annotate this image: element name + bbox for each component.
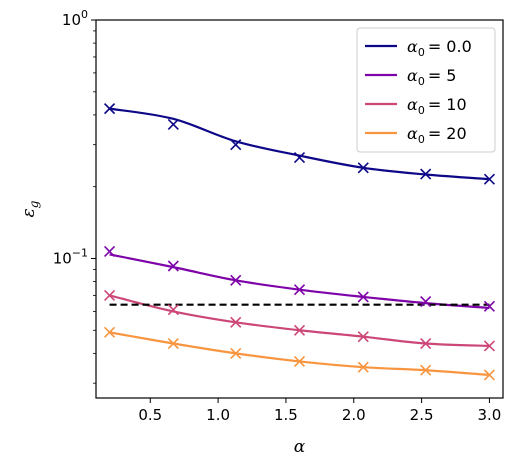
series-2-marker [420,337,432,350]
legend-symbol: α [407,66,418,85]
series-3-marker [104,326,116,338]
series-3-marker [293,355,306,368]
series-3-marker [230,347,242,359]
series-2-marker [167,304,179,316]
legend-box [356,27,496,153]
series-0-marker [104,103,116,115]
y-tick-exponent: 0 [81,8,88,21]
y-tick-label: 10−1 [53,246,88,267]
series-3-marker [167,337,179,350]
legend-symbol: α [407,124,418,143]
series-0-marker [357,162,369,174]
series-3-marker [420,364,432,376]
x-tick-label: 0.5 [138,406,162,424]
plot-layer [104,103,495,381]
series-0-marker [420,168,432,180]
series-0-marker [483,173,495,185]
series-1-marker [357,291,369,303]
x-tick-label: 1.0 [206,406,230,424]
y-tick-exponent: −1 [72,246,88,259]
legend-entry: α0 = 5 [407,66,456,88]
y-axis-label-main: ε [19,208,39,217]
legend-entry: α0 = 20 [407,124,467,146]
legend-entry: α0 = 10 [407,95,467,117]
x-tick-label: 2.5 [410,406,434,424]
x-tick-label: 3.0 [478,406,502,424]
series-0-marker [293,151,306,164]
series-3-marker [483,369,495,381]
series-1-marker [104,245,116,258]
series-2-marker [483,340,495,352]
legend-value: = 0.0 [428,37,472,56]
series-1-marker [420,295,432,308]
y-tick-base: 10 [62,11,81,29]
series-1-marker [167,260,179,272]
series-2-marker [230,316,242,328]
legend-symbol: α [407,95,418,114]
legend-subscript: 0 [418,133,425,146]
series-0-marker [167,118,179,130]
series-1-marker [230,274,242,286]
legend-value: = 20 [428,124,467,143]
y-tick-label: 100 [62,8,88,29]
series-2-marker [104,289,116,301]
series-2-marker [357,331,369,343]
legend-symbol: α [407,37,418,56]
legend-value: = 5 [428,66,457,85]
legend-entry: α0 = 0.0 [407,37,472,59]
svg-text:εg: εg [19,200,41,217]
x-tick-label: 1.5 [274,406,298,424]
series-1-marker [483,300,495,312]
legend-value: = 10 [428,95,467,114]
series-2-marker [293,324,306,336]
y-tick-base: 10 [53,249,72,267]
y-axis-label: εg [19,200,41,217]
series-3-marker [357,361,369,373]
x-tick-label: 2.0 [342,406,366,424]
y-axis-label-sub: g [27,200,41,208]
legend-subscript: 0 [418,75,425,88]
series-1-marker [293,284,306,296]
series-0-marker [230,139,242,151]
plot-frame [95,19,504,399]
legend-subscript: 0 [418,46,425,59]
legend-subscript: 0 [418,104,425,117]
x-axis-label: α [294,437,306,457]
